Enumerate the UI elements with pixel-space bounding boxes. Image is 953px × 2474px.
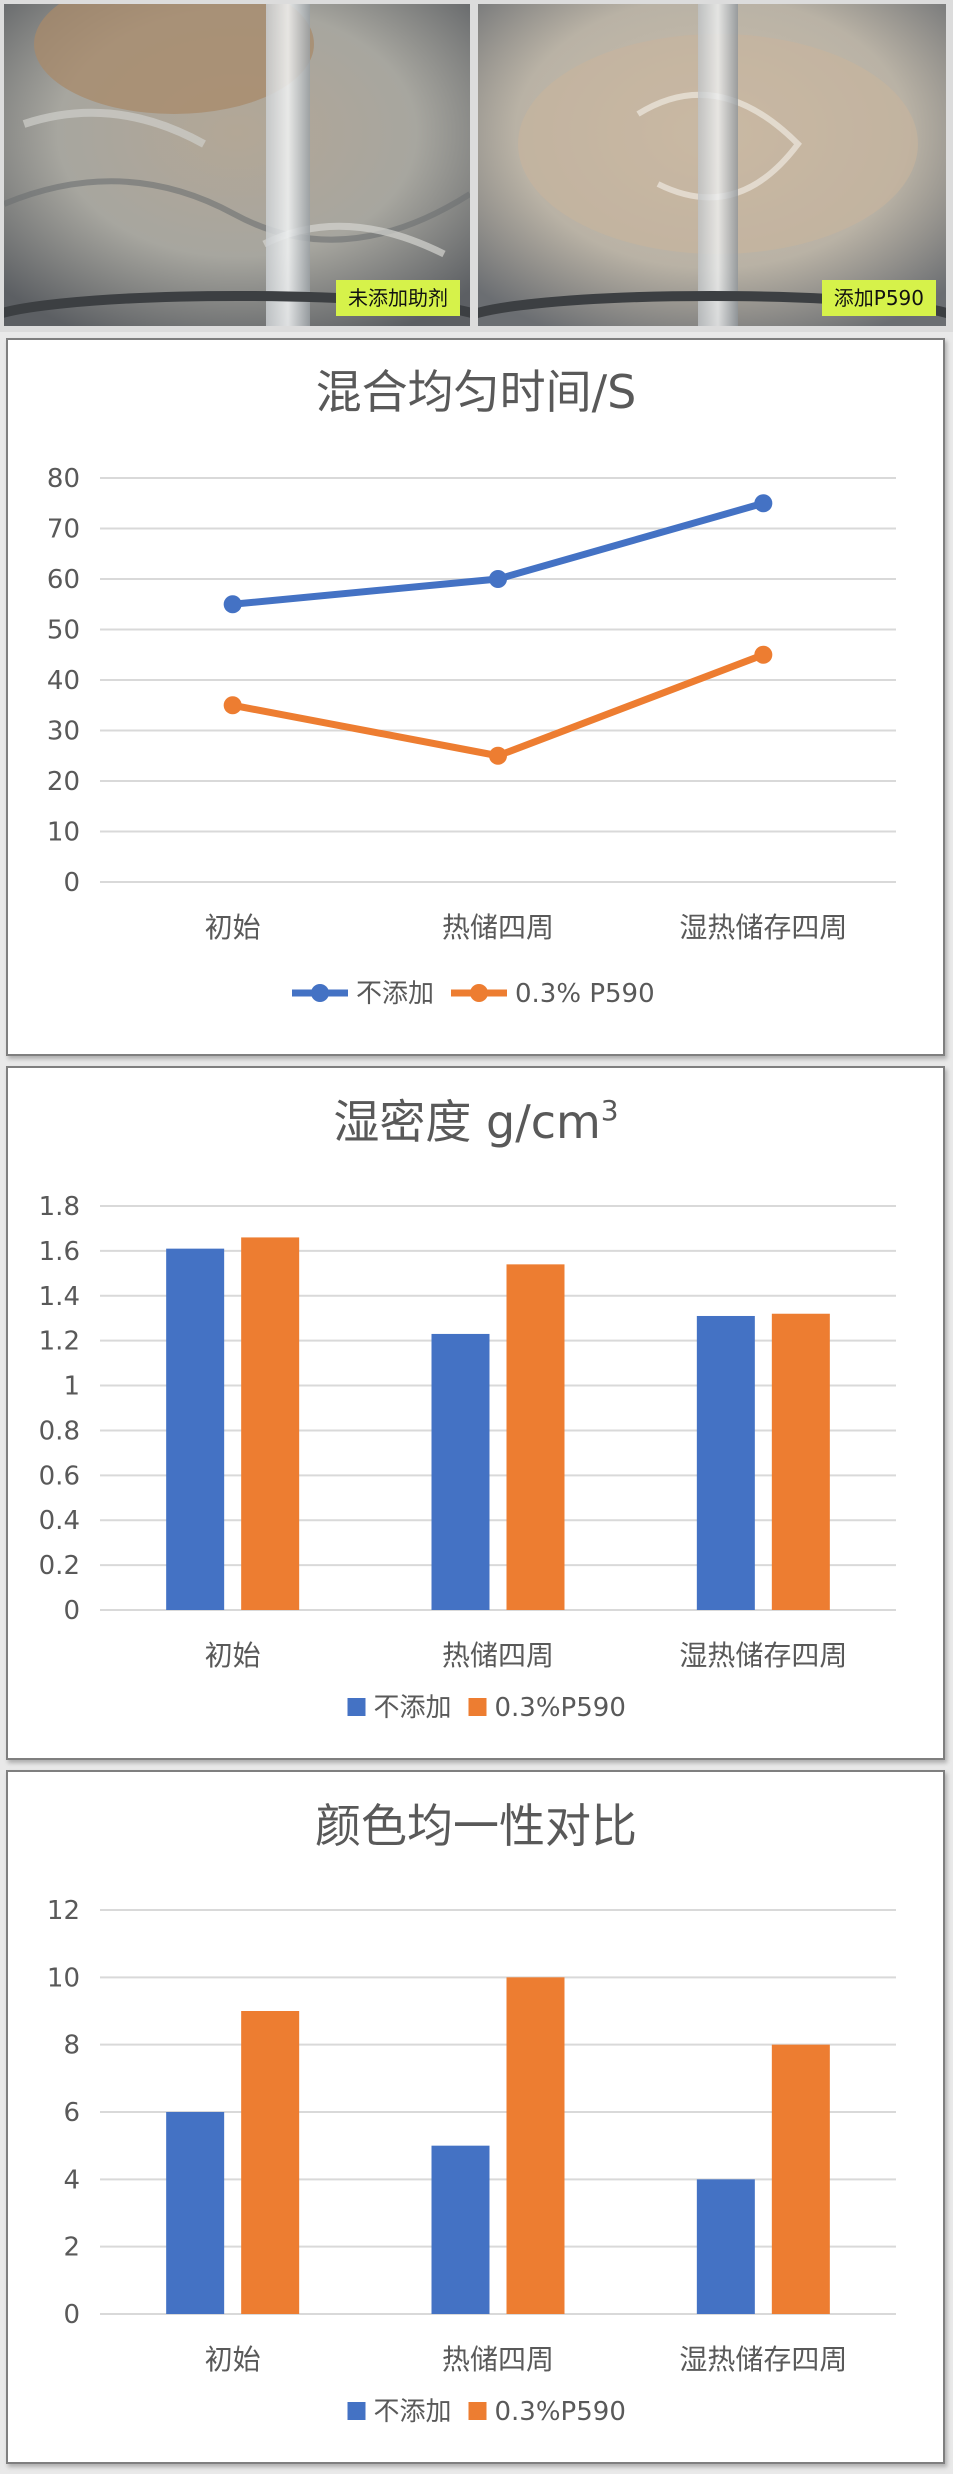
legend-label: 0.3%P590	[495, 1693, 626, 1723]
legend-marker	[468, 1698, 487, 1716]
y-tick-label: 50	[47, 616, 80, 646]
chart-title: 颜色均一性对比	[315, 1799, 637, 1853]
bar-series-1	[431, 1333, 490, 1610]
legend-label: 不添加	[356, 979, 434, 1009]
y-tick-label: 20	[47, 767, 80, 797]
x-tick-label: 湿热储存四周	[679, 2343, 847, 2376]
bar-series-1	[696, 1315, 755, 1610]
legend: 不添加 0.3%P590	[347, 2397, 626, 2427]
legend-marker-dot	[311, 984, 329, 1002]
y-tick-label: 0.4	[39, 1506, 80, 1536]
data-point	[754, 494, 773, 513]
series-line-1	[229, 499, 767, 608]
legend-marker	[347, 2402, 366, 2420]
legend-label: 不添加	[374, 1693, 452, 1723]
x-tick-label: 湿热储存四周	[679, 1639, 847, 1672]
mixing-photo-right-image	[478, 4, 946, 326]
photo-strip: 未添加助剂 添加P590	[0, 0, 953, 332]
y-tick-label: 80	[47, 464, 80, 494]
y-tick-label: 70	[47, 515, 80, 545]
data-point	[489, 746, 507, 765]
mixing-photo-left-image	[4, 4, 470, 326]
x-tick-label: 湿热储存四周	[679, 911, 847, 944]
chart-title-superscript: 3	[601, 1094, 619, 1127]
wet-density-chart-panel: 湿密度 g/cm3 0 0.2 0.4 0.6 0.8 1 1.2 1.4 1.6 1.8 初始 热储…	[6, 1066, 945, 1760]
wet-density-chart: 湿密度 g/cm3 0 0.2 0.4 0.6 0.8 1 1.2 1.4 1.6 1.8 初始 热储…	[39, 1094, 896, 1723]
legend-marker	[468, 2402, 487, 2420]
bar-series-2	[771, 1313, 830, 1610]
x-tick-label: 热储四周	[442, 911, 554, 944]
legend-label: 0.3% P590	[515, 979, 655, 1009]
x-tick-label: 初始	[205, 1639, 261, 1672]
x-tick-label: 初始	[205, 2343, 261, 2376]
y-tick-label: 1	[63, 1372, 80, 1402]
data-point	[489, 570, 507, 588]
photo-label-with-p590: 添加P590	[821, 280, 936, 316]
bar-series-1	[431, 2145, 490, 2314]
y-tick-label: 10	[47, 818, 80, 848]
y-tick-label: 0.6	[39, 1461, 80, 1491]
bar-series-2	[506, 1264, 565, 1610]
color-uniformity-chart-panel: 颜色均一性对比 0 2 4 6 8 10 12 初始 热储四周 湿热储存四周不添加 0.3%P590	[6, 1770, 945, 2464]
photo-without-additive: 未添加助剂	[4, 4, 470, 326]
bar-series-2	[771, 2044, 830, 2314]
bar-series-1	[166, 2112, 225, 2314]
y-tick-label: 2	[63, 2233, 80, 2263]
y-tick-label: 12	[47, 1896, 80, 1926]
bar-series-2	[506, 1977, 565, 2314]
data-point	[223, 595, 242, 614]
series-line-2	[229, 651, 767, 760]
y-tick-label: 0	[63, 2300, 80, 2330]
y-tick-label: 4	[63, 2165, 80, 2195]
y-tick-label: 0.8	[39, 1416, 80, 1446]
x-tick-label: 热储四周	[442, 1639, 554, 1672]
legend-marker-dot	[470, 984, 488, 1002]
mixing-time-chart-panel: 混合均匀时间/S 0 10 20 30 40 50 60 70 80 初始 热储四周 湿热储存四周不添…	[6, 338, 945, 1056]
x-tick-label: 初始	[205, 911, 261, 944]
mixing-time-chart: 混合均匀时间/S 0 10 20 30 40 50 60 70 80 初始 热储四周 湿热储存四周不添…	[47, 365, 896, 1009]
bar-series-2	[241, 2011, 300, 2314]
bar-series-1	[166, 1248, 225, 1610]
bar-series-2	[241, 1237, 300, 1610]
legend-label: 0.3%P590	[495, 2397, 626, 2427]
chart-title: 混合均匀时间/S	[316, 365, 637, 419]
y-tick-label: 1.6	[39, 1237, 80, 1267]
y-tick-label: 1.4	[39, 1282, 80, 1312]
data-point	[754, 645, 773, 664]
y-tick-label: 0	[63, 868, 80, 898]
y-tick-label: 60	[47, 565, 80, 595]
y-tick-label: 8	[63, 2031, 80, 2061]
legend: 不添加 0.3% P590	[292, 979, 655, 1009]
y-tick-label: 6	[63, 2098, 80, 2128]
y-tick-label: 0.2	[39, 1551, 80, 1581]
data-point	[223, 696, 242, 715]
chart-title-main: 湿密度 g/cm	[333, 1095, 600, 1149]
chart-title: 湿密度 g/cm3	[333, 1094, 618, 1149]
bar-series-1	[696, 2179, 755, 2314]
y-tick-label: 40	[47, 666, 80, 696]
y-tick-label: 10	[47, 1963, 80, 1993]
photo-with-p590: 添加P590	[478, 4, 946, 326]
photo-label-without-additive: 未添加助剂	[336, 280, 460, 316]
legend-label: 不添加	[374, 2397, 452, 2427]
y-tick-label: 0	[63, 1596, 80, 1626]
y-tick-label: 30	[47, 717, 80, 747]
legend-marker	[347, 1698, 366, 1716]
y-tick-label: 1.8	[39, 1192, 80, 1222]
y-tick-label: 1.2	[39, 1327, 80, 1357]
x-tick-label: 热储四周	[442, 2343, 554, 2376]
legend: 不添加 0.3%P590	[347, 1693, 626, 1723]
